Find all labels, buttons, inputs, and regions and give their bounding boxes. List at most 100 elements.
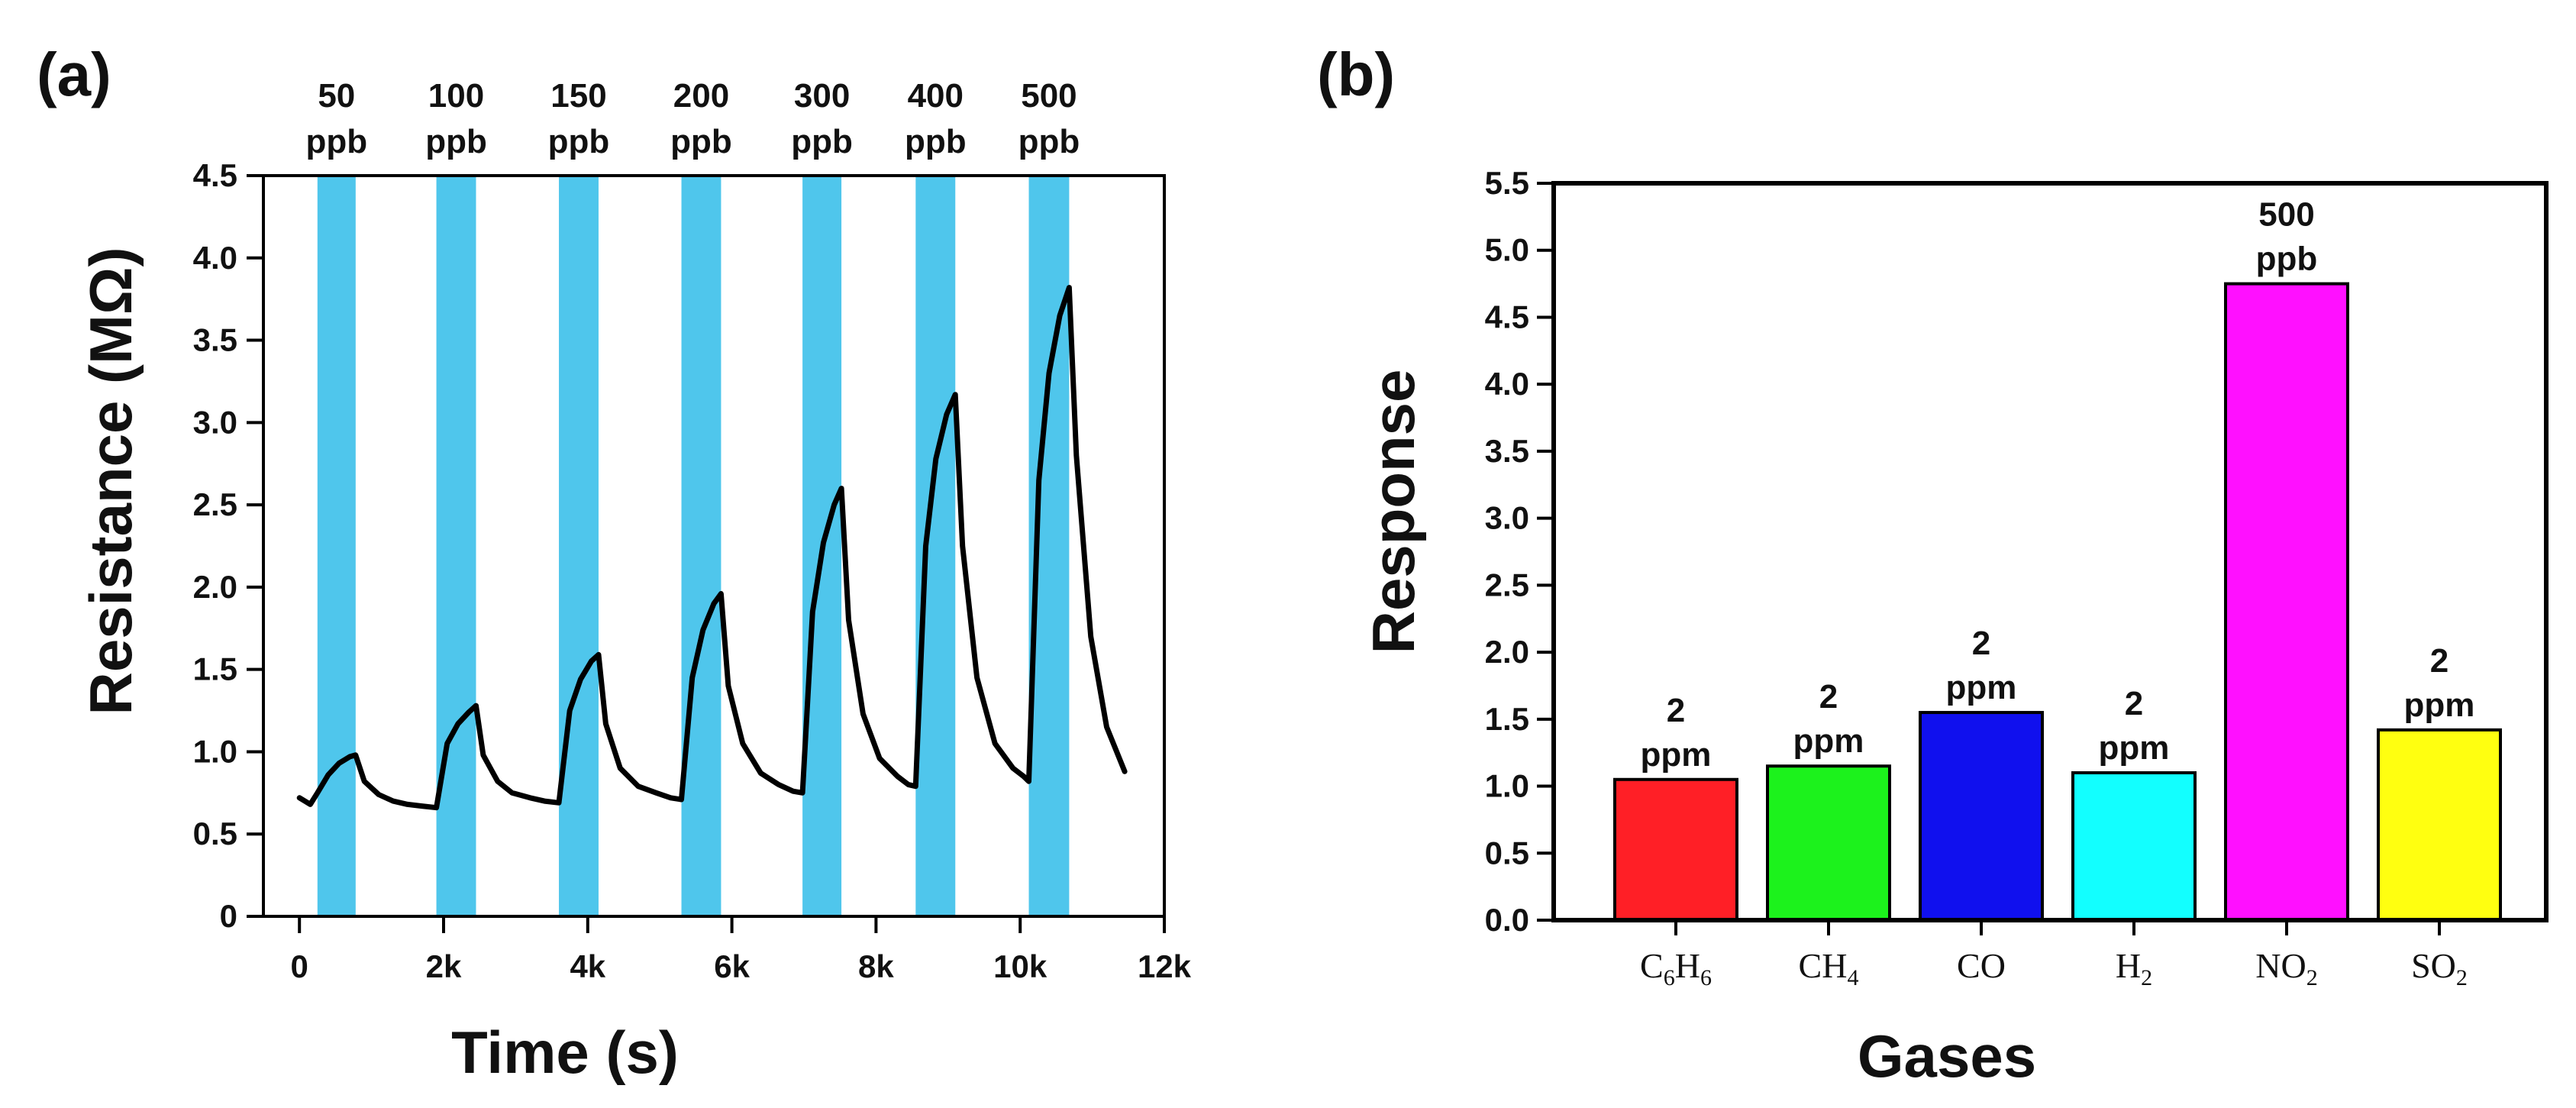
gas-label-text: H: [2116, 946, 2141, 985]
bars: 2 ppm 2 ppm 2 ppm 2 ppm 500 ppb 2 ppm: [1613, 196, 2502, 922]
x-tick-label: 12k: [1138, 948, 1192, 984]
panel-a-label: (a): [37, 40, 111, 108]
exposure-concentration: 300: [794, 77, 850, 115]
exposure-concentration: 100: [428, 77, 484, 115]
bar-concentration: 500: [2258, 196, 2314, 234]
bar: [2224, 282, 2349, 922]
gas-label-text: NO: [2255, 946, 2306, 985]
exposure-concentration: 500: [1021, 77, 1077, 115]
gas-label-text: C: [1640, 946, 1664, 985]
exposure-unit: ppb: [905, 123, 967, 160]
exposure-concentration: 200: [673, 77, 729, 115]
y-axis-title-b: Response: [1360, 370, 1427, 654]
plot-frame-a: [262, 174, 1166, 918]
y-tick-label: 1.5: [193, 651, 237, 687]
x-tick-label: 8k: [858, 948, 894, 984]
bar-unit: ppm: [1793, 722, 1864, 760]
gas-label-text: SO: [2411, 946, 2456, 985]
gas-label-subscript: 6: [1700, 965, 1712, 990]
y-tick-label: 1.0: [1485, 768, 1529, 804]
gas-label-text: CO: [1957, 946, 2006, 985]
exposure-band: [681, 176, 721, 916]
gas-label-subscript: 2: [2306, 965, 2318, 990]
x-axis-title: Time (s): [451, 1019, 679, 1086]
bar-concentration: 2: [2430, 642, 2448, 680]
y-tick-label: 4.5: [1485, 299, 1529, 334]
gas-label: CH4: [1799, 946, 1859, 990]
exposure-band: [317, 176, 356, 916]
bar-unit: ppm: [1641, 736, 1712, 774]
y-tick-label: 4.0: [1485, 366, 1529, 402]
gas-label-text: H: [1675, 946, 1700, 985]
panel-b-label: (b): [1317, 40, 1395, 108]
gas-label-subscript: 6: [1664, 965, 1675, 990]
y-tick-label: 3.0: [1485, 500, 1529, 536]
y-axis-title: Resistance (MΩ): [77, 247, 144, 715]
bar-unit: ppb: [2256, 241, 2318, 278]
gas-label: C6H6: [1640, 946, 1712, 990]
exposure-band: [915, 176, 956, 916]
bar-concentration: 2: [2125, 685, 2143, 722]
bar: [2377, 728, 2502, 922]
exposure-unit: ppb: [1018, 123, 1080, 160]
gas-label: H2: [2116, 946, 2152, 990]
x-tick-label: 4k: [570, 948, 605, 984]
gas-label-subscript: 4: [1847, 965, 1858, 990]
exposure-band: [559, 176, 599, 916]
y-tick-label: 0.5: [193, 816, 237, 851]
y-tick-label: 5.5: [1485, 165, 1529, 201]
x-tick-label: 0: [291, 948, 308, 984]
panel-b: (b) 2 ppm 2 ppm 2 ppm 2 ppm 500 ppb 2 ppm 0.0 0.5 1.0…: [1317, 40, 2549, 1090]
x-axis-ticks: 0 2k 4k 6k 8k 10k 12k: [291, 916, 1192, 984]
exposure-concentration: 50: [318, 77, 355, 115]
y-tick-label: 2.0: [1485, 634, 1529, 670]
bar-concentration: 2: [1819, 678, 1838, 716]
gas-label-text: CH: [1799, 946, 1848, 985]
exposure-unit: ppb: [670, 123, 732, 160]
exposure-unit: ppb: [791, 123, 853, 160]
y-tick-label: 0.0: [1485, 902, 1529, 938]
gas-label-subscript: 2: [2141, 965, 2152, 990]
resistance-line: [296, 285, 1128, 811]
y-tick-label: 3.5: [1485, 433, 1529, 469]
exposure-unit: ppb: [305, 123, 367, 160]
y-tick-label: 2.5: [1485, 567, 1529, 602]
gas-label: SO2: [2411, 946, 2468, 990]
bar-concentration: 2: [1972, 625, 1990, 662]
x-axis-title-b: Gases: [1858, 1022, 2036, 1090]
exposure-concentration: 400: [908, 77, 964, 115]
y-tick-label: 2.0: [193, 569, 237, 605]
bar: [2071, 771, 2197, 922]
bar-unit: ppm: [2404, 686, 2475, 724]
bar: [1613, 777, 1738, 922]
x-tick-label: 10k: [993, 948, 1048, 984]
bar-concentration: 2: [1667, 692, 1685, 729]
exposure-unit: ppb: [425, 123, 487, 160]
gas-label: NO2: [2255, 946, 2317, 990]
concentration-labels: 50 ppb 100 ppb 150 ppb 200 ppb 300 ppb 400 ppb 500 pp…: [305, 77, 1080, 160]
panel-a: (a) 50ppb100ppb150ppb200ppb300ppb400ppb5…: [37, 40, 1192, 1086]
x-tick-label: 2k: [426, 948, 462, 984]
response-axis-ticks: 0.0 0.5 1.0 1.5 2.0 2.5 3.0 3.5 4.0 4.5 5.0 5.5: [1485, 165, 1554, 938]
x-tick-label: 6k: [714, 948, 750, 984]
exposure-unit: ppb: [548, 123, 610, 160]
y-tick-label: 2.5: [193, 486, 237, 522]
plot-frame-b: [1551, 181, 2549, 922]
bar-unit: ppm: [1946, 669, 2017, 706]
y-tick-label: 1.0: [193, 733, 237, 769]
bar: [1919, 711, 2044, 922]
bar: [1766, 764, 1891, 922]
y-tick-label: 0: [220, 898, 237, 934]
exposure-concentration: 150: [550, 77, 606, 115]
exposure-band: [436, 176, 476, 916]
gas-label-subscript: 2: [2456, 965, 2468, 990]
y-tick-label: 1.5: [1485, 701, 1529, 737]
y-tick-label: 5.0: [1485, 232, 1529, 268]
y-axis-ticks: 0 0.5 1.0 1.5 2.0 2.5 3.0 3.5 4.0 4.5: [193, 157, 263, 934]
y-tick-label: 3.5: [193, 322, 237, 358]
y-tick-label: 0.5: [1485, 835, 1529, 871]
y-tick-label: 4.0: [193, 240, 237, 276]
y-tick-label: 4.5: [193, 157, 237, 193]
gas-label: CO: [1957, 946, 2006, 985]
